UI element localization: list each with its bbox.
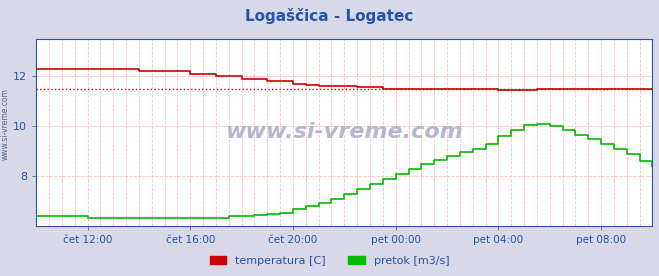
Legend: temperatura [C], pretok [m3/s]: temperatura [C], pretok [m3/s] (205, 251, 454, 270)
Text: www.si-vreme.com: www.si-vreme.com (1, 88, 10, 160)
Text: www.si-vreme.com: www.si-vreme.com (225, 123, 463, 142)
Text: Logaščica - Logatec: Logaščica - Logatec (245, 8, 414, 24)
